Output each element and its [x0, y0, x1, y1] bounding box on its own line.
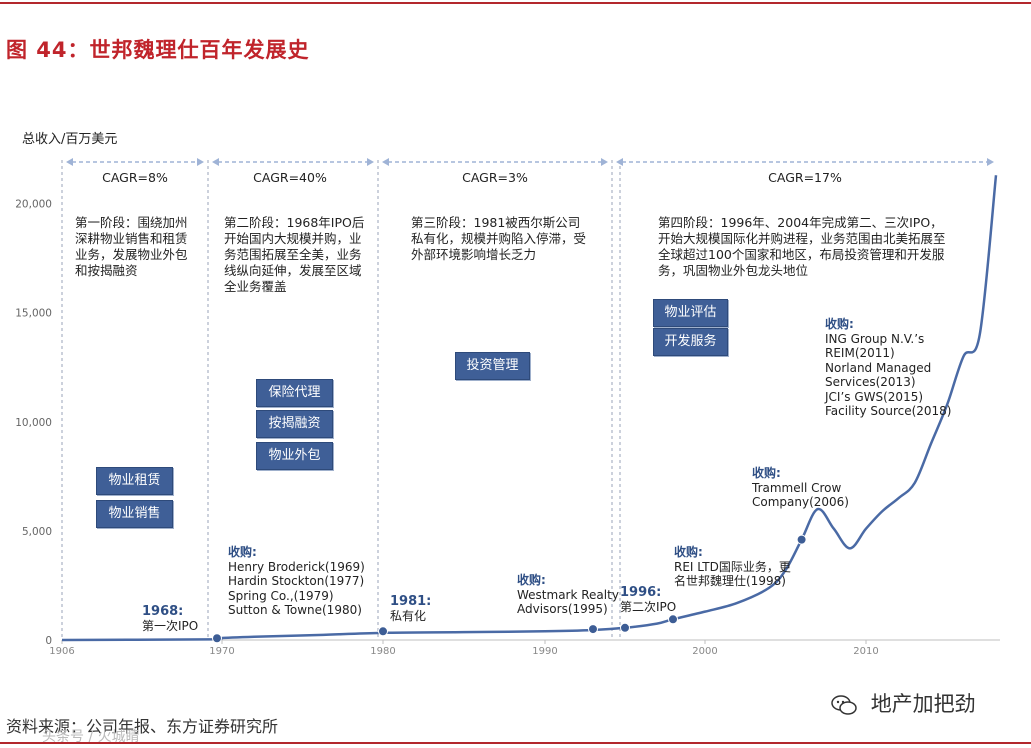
- faint-watermark: 头条号 / 火城睛: [42, 729, 140, 745]
- acq-4-head: 收购:: [752, 466, 781, 480]
- tag-property-sales: 物业销售: [96, 500, 173, 528]
- watermark: 地产加把劲: [830, 688, 976, 718]
- stage-arrow-head: [197, 158, 204, 166]
- x-tick-label: 1990: [532, 646, 557, 657]
- event-1996: 1996: 第二次IPO: [620, 585, 676, 615]
- cagr-stage-4: CAGR=17%: [768, 170, 842, 185]
- y-tick-label: 5,000: [22, 526, 52, 538]
- acq-2-line: Advisors(1995): [517, 602, 608, 616]
- acq-3-line: 名世邦魏理仕(1998): [674, 574, 786, 588]
- stage-4-text: 第四阶段：1996年、2004年完成第二、三次IPO，开始大规模国际化并购进程，…: [658, 215, 946, 278]
- cagr-stage-1: CAGR=8%: [102, 170, 168, 185]
- acquisitions-trammell: 收购: Trammell Crow Company(2006): [752, 466, 849, 510]
- x-tick-label: 1970: [209, 646, 234, 657]
- event-marker: [620, 622, 630, 633]
- x-tick-label: 2000: [692, 646, 717, 657]
- cagr-stage-3: CAGR=3%: [462, 170, 528, 185]
- event-marker: [796, 534, 807, 545]
- wechat-icon: [831, 695, 857, 715]
- stage-arrow-head: [601, 158, 608, 166]
- tag-insurance-agency: 保险代理: [256, 379, 333, 407]
- stage-arrow-head: [367, 158, 374, 166]
- acq-1-head: 收购:: [228, 545, 257, 559]
- stage-arrow-head: [66, 158, 73, 166]
- stage-3-text: 第三阶段：1981被西尔斯公司私有化，规模并购陷入停滞，受外部环境影响增长乏力: [411, 215, 587, 262]
- event-1996-label: 第二次IPO: [620, 600, 677, 614]
- event-1968: 1968: 第一次IPO: [142, 604, 198, 634]
- acq-5-line: ING Group N.V.’s: [825, 331, 925, 346]
- acq-5-line: Services(2013): [825, 375, 916, 389]
- acq-5-line: Norland Managed: [825, 360, 932, 375]
- event-marker: [378, 626, 388, 637]
- figure-title: 图 44：世邦魏理仕百年发展史: [6, 38, 310, 62]
- acq-3-line: REI LTD国际业务，更: [674, 559, 791, 574]
- acq-1-line: Hardin Stockton(1977): [228, 574, 365, 588]
- stage-arrow-head: [212, 158, 219, 166]
- stage-arrow-head: [616, 158, 623, 166]
- stage-1-text: 第一阶段：围绕加州深耕物业销售和租赁业务，发展物业外包和按揭融资: [75, 215, 188, 278]
- event-1981: 1981: 私有化: [390, 594, 431, 624]
- acq-1-line: Sutton & Towne(1980): [228, 603, 362, 617]
- acq-4-line: Company(2006): [752, 495, 849, 509]
- acq-4-line: Trammell Crow: [752, 480, 842, 495]
- bottom-rule: [0, 742, 1031, 744]
- acq-1-line: Spring Co.,(1979): [228, 588, 334, 603]
- watermark-text: 地产加把劲: [870, 692, 976, 716]
- acq-5-line: Facility Source(2018): [825, 404, 952, 418]
- y-tick-label: 10,000: [15, 417, 52, 429]
- acquisitions-global: 收购: ING Group N.V.’s REIM(2011) Norland …: [825, 317, 952, 419]
- revenue-line: [61, 175, 998, 642]
- event-1981-year: 1981:: [390, 594, 432, 609]
- y-tick-label: 20,000: [15, 199, 52, 211]
- tag-outsourcing: 物业外包: [256, 442, 333, 470]
- event-marker: [668, 614, 678, 625]
- source-note: 资料来源：公司年报、东方证券研究所: [6, 717, 279, 736]
- stage-2-text: 第二阶段：1968年IPO后开始国内大规模并购，业务范围拓展至全美，业务线纵向延…: [224, 215, 365, 294]
- x-tick-label: 1906: [49, 646, 74, 657]
- y-axis-label: 总收入/百万美元: [22, 132, 117, 147]
- tag-development-services: 开发服务: [653, 328, 728, 356]
- acquisitions-rei: 收购: REI LTD国际业务，更 名世邦魏理仕(1998): [674, 545, 791, 589]
- event-1981-label: 私有化: [390, 609, 427, 623]
- acquisitions-westmark: 收购: Westmark Realty Advisors(1995): [517, 573, 619, 617]
- stage-arrow-head: [382, 158, 389, 166]
- acq-2-head: 收购:: [517, 573, 546, 587]
- tag-property-leasing: 物业租赁: [96, 467, 173, 495]
- acquisitions-stage-2: 收购: Henry Broderick(1969) Hardin Stockto…: [228, 545, 365, 618]
- stage-arrow-head: [987, 158, 994, 166]
- acq-1-line: Henry Broderick(1969): [228, 559, 365, 574]
- x-tick-label: 2010: [853, 646, 878, 657]
- event-marker: [588, 624, 598, 635]
- event-marker: [212, 633, 222, 644]
- acq-5-line: JCI’s GWS(2015): [825, 389, 924, 404]
- acq-5-line: REIM(2011): [825, 346, 895, 360]
- tag-mortgage-financing: 按揭融资: [256, 410, 333, 438]
- tag-property-valuation: 物业评估: [653, 299, 728, 327]
- x-tick-label: 1980: [370, 646, 395, 657]
- acq-3-head: 收购:: [674, 545, 703, 559]
- event-1996-year: 1996:: [620, 585, 662, 600]
- event-1968-label: 第一次IPO: [142, 619, 199, 633]
- y-tick-label: 0: [45, 635, 52, 647]
- y-tick-label: 15,000: [15, 308, 52, 320]
- tag-investment-management: 投资管理: [455, 352, 530, 380]
- acq-2-line: Westmark Realty: [517, 587, 619, 602]
- cagr-stage-2: CAGR=40%: [253, 170, 327, 185]
- acq-5-head: 收购:: [825, 317, 854, 331]
- event-1968-year: 1968:: [142, 604, 184, 619]
- top-rule: [0, 2, 1031, 4]
